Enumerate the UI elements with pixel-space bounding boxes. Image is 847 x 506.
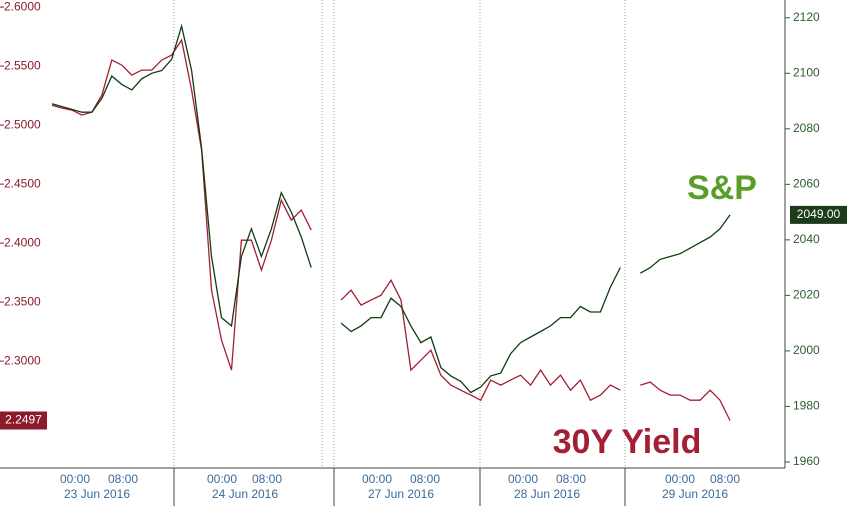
series-line [51, 23, 731, 394]
y2-tick-label: 2020 [793, 288, 820, 302]
x-tick-label: 00:00 [60, 472, 90, 486]
x-date-label: 28 Jun 2016 [514, 487, 580, 501]
y2-tick-label: 2100 [793, 65, 820, 79]
x-date-label: 24 Jun 2016 [212, 487, 278, 501]
last-value-label: 2.2497 [5, 413, 42, 427]
x-tick-label: 00:00 [362, 472, 392, 486]
series-label: S&P [687, 169, 757, 207]
y-tick-label: 2.3000 [4, 353, 41, 367]
y-tick-label: 2.6000 [4, 0, 41, 13]
x-date-label: 29 Jun 2016 [662, 487, 728, 501]
x-tick-label: 08:00 [108, 472, 138, 486]
y2-tick-label: 2000 [793, 343, 820, 357]
series-label: 30Y Yield [553, 423, 702, 461]
last-value-badge [790, 205, 847, 224]
y-tick-label: 2.4000 [4, 235, 41, 249]
x-tick-label: 00:00 [508, 472, 538, 486]
x-date-label: 23 Jun 2016 [64, 487, 130, 501]
x-tick-label: 00:00 [665, 472, 695, 486]
y2-tick-label: 1980 [793, 399, 820, 413]
x-tick-label: 08:00 [252, 472, 282, 486]
x-tick-label: 08:00 [410, 472, 440, 486]
x-tick-label: 08:00 [710, 472, 740, 486]
y-tick-label: 2.5000 [4, 117, 41, 131]
y-tick-label: 2.5500 [4, 58, 41, 72]
x-tick-label: 00:00 [207, 472, 237, 486]
y2-tick-label: 1960 [793, 454, 820, 468]
last-value-badge [0, 411, 47, 430]
y2-tick-label: 2060 [793, 177, 820, 191]
y2-tick-label: 2040 [793, 232, 820, 246]
y-tick-label: 2.3500 [4, 294, 41, 308]
y2-tick-label: 2120 [793, 10, 820, 24]
series-line [51, 38, 731, 421]
last-value-label: 2049.00 [797, 207, 841, 221]
y-tick-label: 2.4500 [4, 176, 41, 190]
x-tick-label: 08:00 [556, 472, 586, 486]
x-date-label: 27 Jun 2016 [368, 487, 434, 501]
y2-tick-label: 2080 [793, 121, 820, 135]
